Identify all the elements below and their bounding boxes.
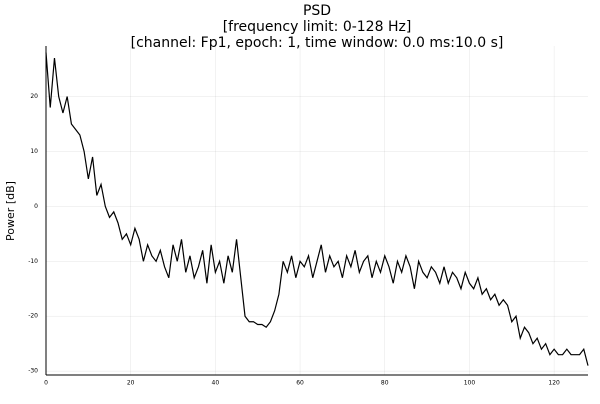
x-tick-label: 40 [212, 380, 220, 387]
x-tick-label: 0 [44, 380, 48, 387]
y-tick-label: 0 [34, 203, 38, 210]
chart-title: [frequency limit: 0-128 Hz] [223, 19, 412, 35]
y-axis-label: Power [dB] [4, 181, 17, 241]
x-tick-label: 120 [548, 380, 560, 387]
x-tick-label: 100 [464, 380, 476, 387]
x-tick-label: 60 [296, 380, 304, 387]
data-line [45, 52, 589, 366]
x-tick-label: 20 [127, 380, 135, 387]
y-tick-label: -10 [28, 258, 38, 265]
x-tick-label: 80 [381, 380, 389, 387]
y-tick-label: -30 [28, 368, 38, 375]
y-tick-label: -20 [28, 313, 38, 320]
y-tick-label: 10 [30, 148, 38, 155]
chart-title: [channel: Fp1, epoch: 1, time window: 0.… [131, 35, 504, 51]
y-tick-label: 20 [30, 93, 38, 100]
chart-title: PSD [303, 3, 331, 19]
